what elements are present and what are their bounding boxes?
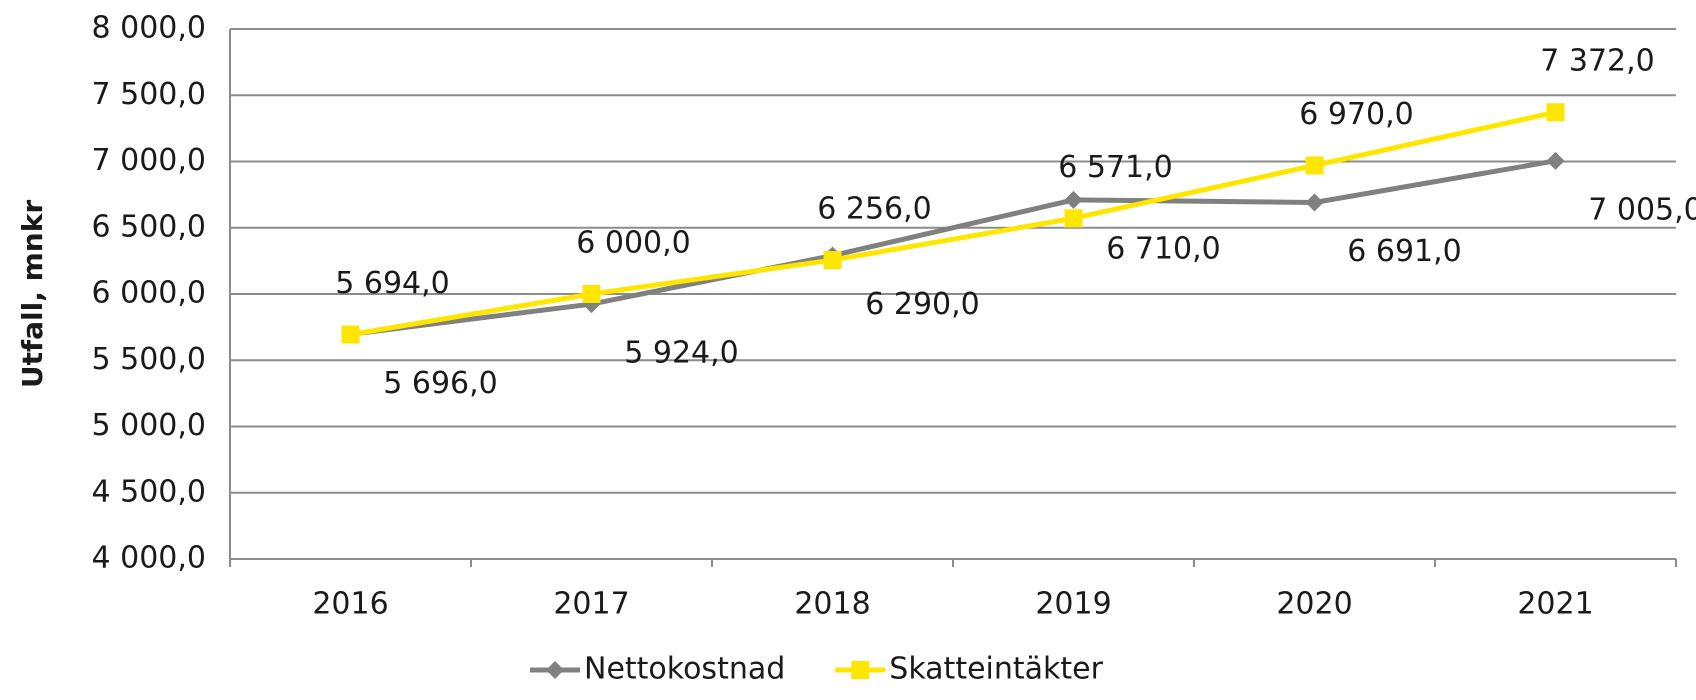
marker [1546,151,1565,170]
legend-label: Nettokostnad [584,652,785,687]
data-label: 7 005,0 [1588,192,1696,227]
y-tick-label: 4 000,0 [91,541,206,576]
x-tick-label: 2019 [1035,587,1111,622]
marker [1064,209,1083,228]
data-label: 6 970,0 [1299,97,1414,132]
marker [1064,190,1083,209]
y-axis-title: Utfall, mnkr [16,200,49,389]
data-label: 5 694,0 [335,266,450,301]
data-label: 5 924,0 [624,336,739,371]
y-tick-label: 5 000,0 [91,408,206,443]
data-label: 7 372,0 [1540,44,1655,79]
data-label: 6 691,0 [1347,234,1462,269]
marker [823,251,842,270]
legend-label: Skatteintäkter [889,652,1103,687]
y-tick-label: 6 500,0 [91,209,206,244]
y-tick-label: 4 500,0 [91,474,206,509]
y-tick-label: 6 000,0 [91,276,206,311]
data-label: 6 290,0 [865,287,980,322]
y-tick-label: 5 500,0 [91,342,206,377]
x-tick-label: 2017 [553,587,629,622]
series-line [350,109,1557,338]
y-tick-label: 7 000,0 [91,143,206,178]
legend-marker [851,661,870,679]
series-line [350,158,1556,337]
y-tick-label: 7 500,0 [91,77,206,112]
data-label: 6 571,0 [1058,150,1173,185]
x-tick-label: 2021 [1517,587,1593,622]
x-tick-label: 2016 [312,587,388,622]
data-label: 5 696,0 [383,366,498,401]
legend-marker [546,661,564,679]
data-label: 6 000,0 [576,226,691,261]
marker [341,325,360,344]
y-tick-label: 8 000,0 [91,11,206,46]
marker [1305,193,1324,212]
x-tick-label: 2020 [1276,587,1352,622]
x-tick-label: 2018 [794,587,870,622]
data-label: 6 256,0 [817,192,932,227]
data-label: 6 710,0 [1106,231,1221,266]
marker [582,285,601,303]
marker [1305,156,1324,175]
marker [1546,103,1565,122]
